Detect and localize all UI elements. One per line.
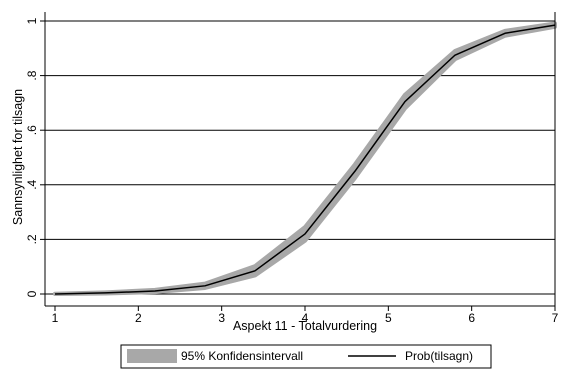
y-tick-label-2: .4: [25, 179, 39, 189]
x-tick-label-2: 3: [218, 311, 225, 325]
legend-swatch-band: [127, 349, 177, 363]
tick-labels: 0 .2 .4 .6 .8 1 1 2 3 4 5 6 7: [25, 17, 559, 325]
y-tick-label-4: .8: [25, 70, 39, 80]
x-tick-label-5: 6: [468, 311, 475, 325]
y-tick-label-3: .6: [25, 125, 39, 135]
legend-label-band: 95% Konfidensintervall: [181, 349, 303, 363]
x-tick-label-6: 7: [552, 311, 559, 325]
y-tick-label-5: 1: [25, 17, 39, 24]
y-tick-label-1: .2: [25, 234, 39, 244]
grid-lines: [45, 20, 555, 295]
axes: [40, 12, 556, 311]
confidence-band-layer: [53, 21, 557, 296]
y-axis-label: Sannsynlighet for tilsagn: [11, 89, 25, 225]
confidence-band: [53, 21, 557, 296]
y-tick-label-0: 0: [25, 290, 39, 297]
legend-box: [120, 344, 492, 369]
x-tick-label-4: 5: [385, 311, 392, 325]
probability-line-layer: [54, 24, 556, 295]
x-tick-label-3: 4: [302, 311, 309, 325]
legend-label-line: Prob(tilsagn): [405, 349, 473, 363]
x-tick-label-1: 2: [135, 311, 142, 325]
probability-line: [54, 24, 556, 295]
x-axis-label: Aspekt 11 - Totalvurdering: [233, 319, 377, 333]
legend: 95% Konfidensintervall Prob(tilsagn): [120, 344, 492, 369]
x-tick-label-0: 1: [52, 311, 59, 325]
